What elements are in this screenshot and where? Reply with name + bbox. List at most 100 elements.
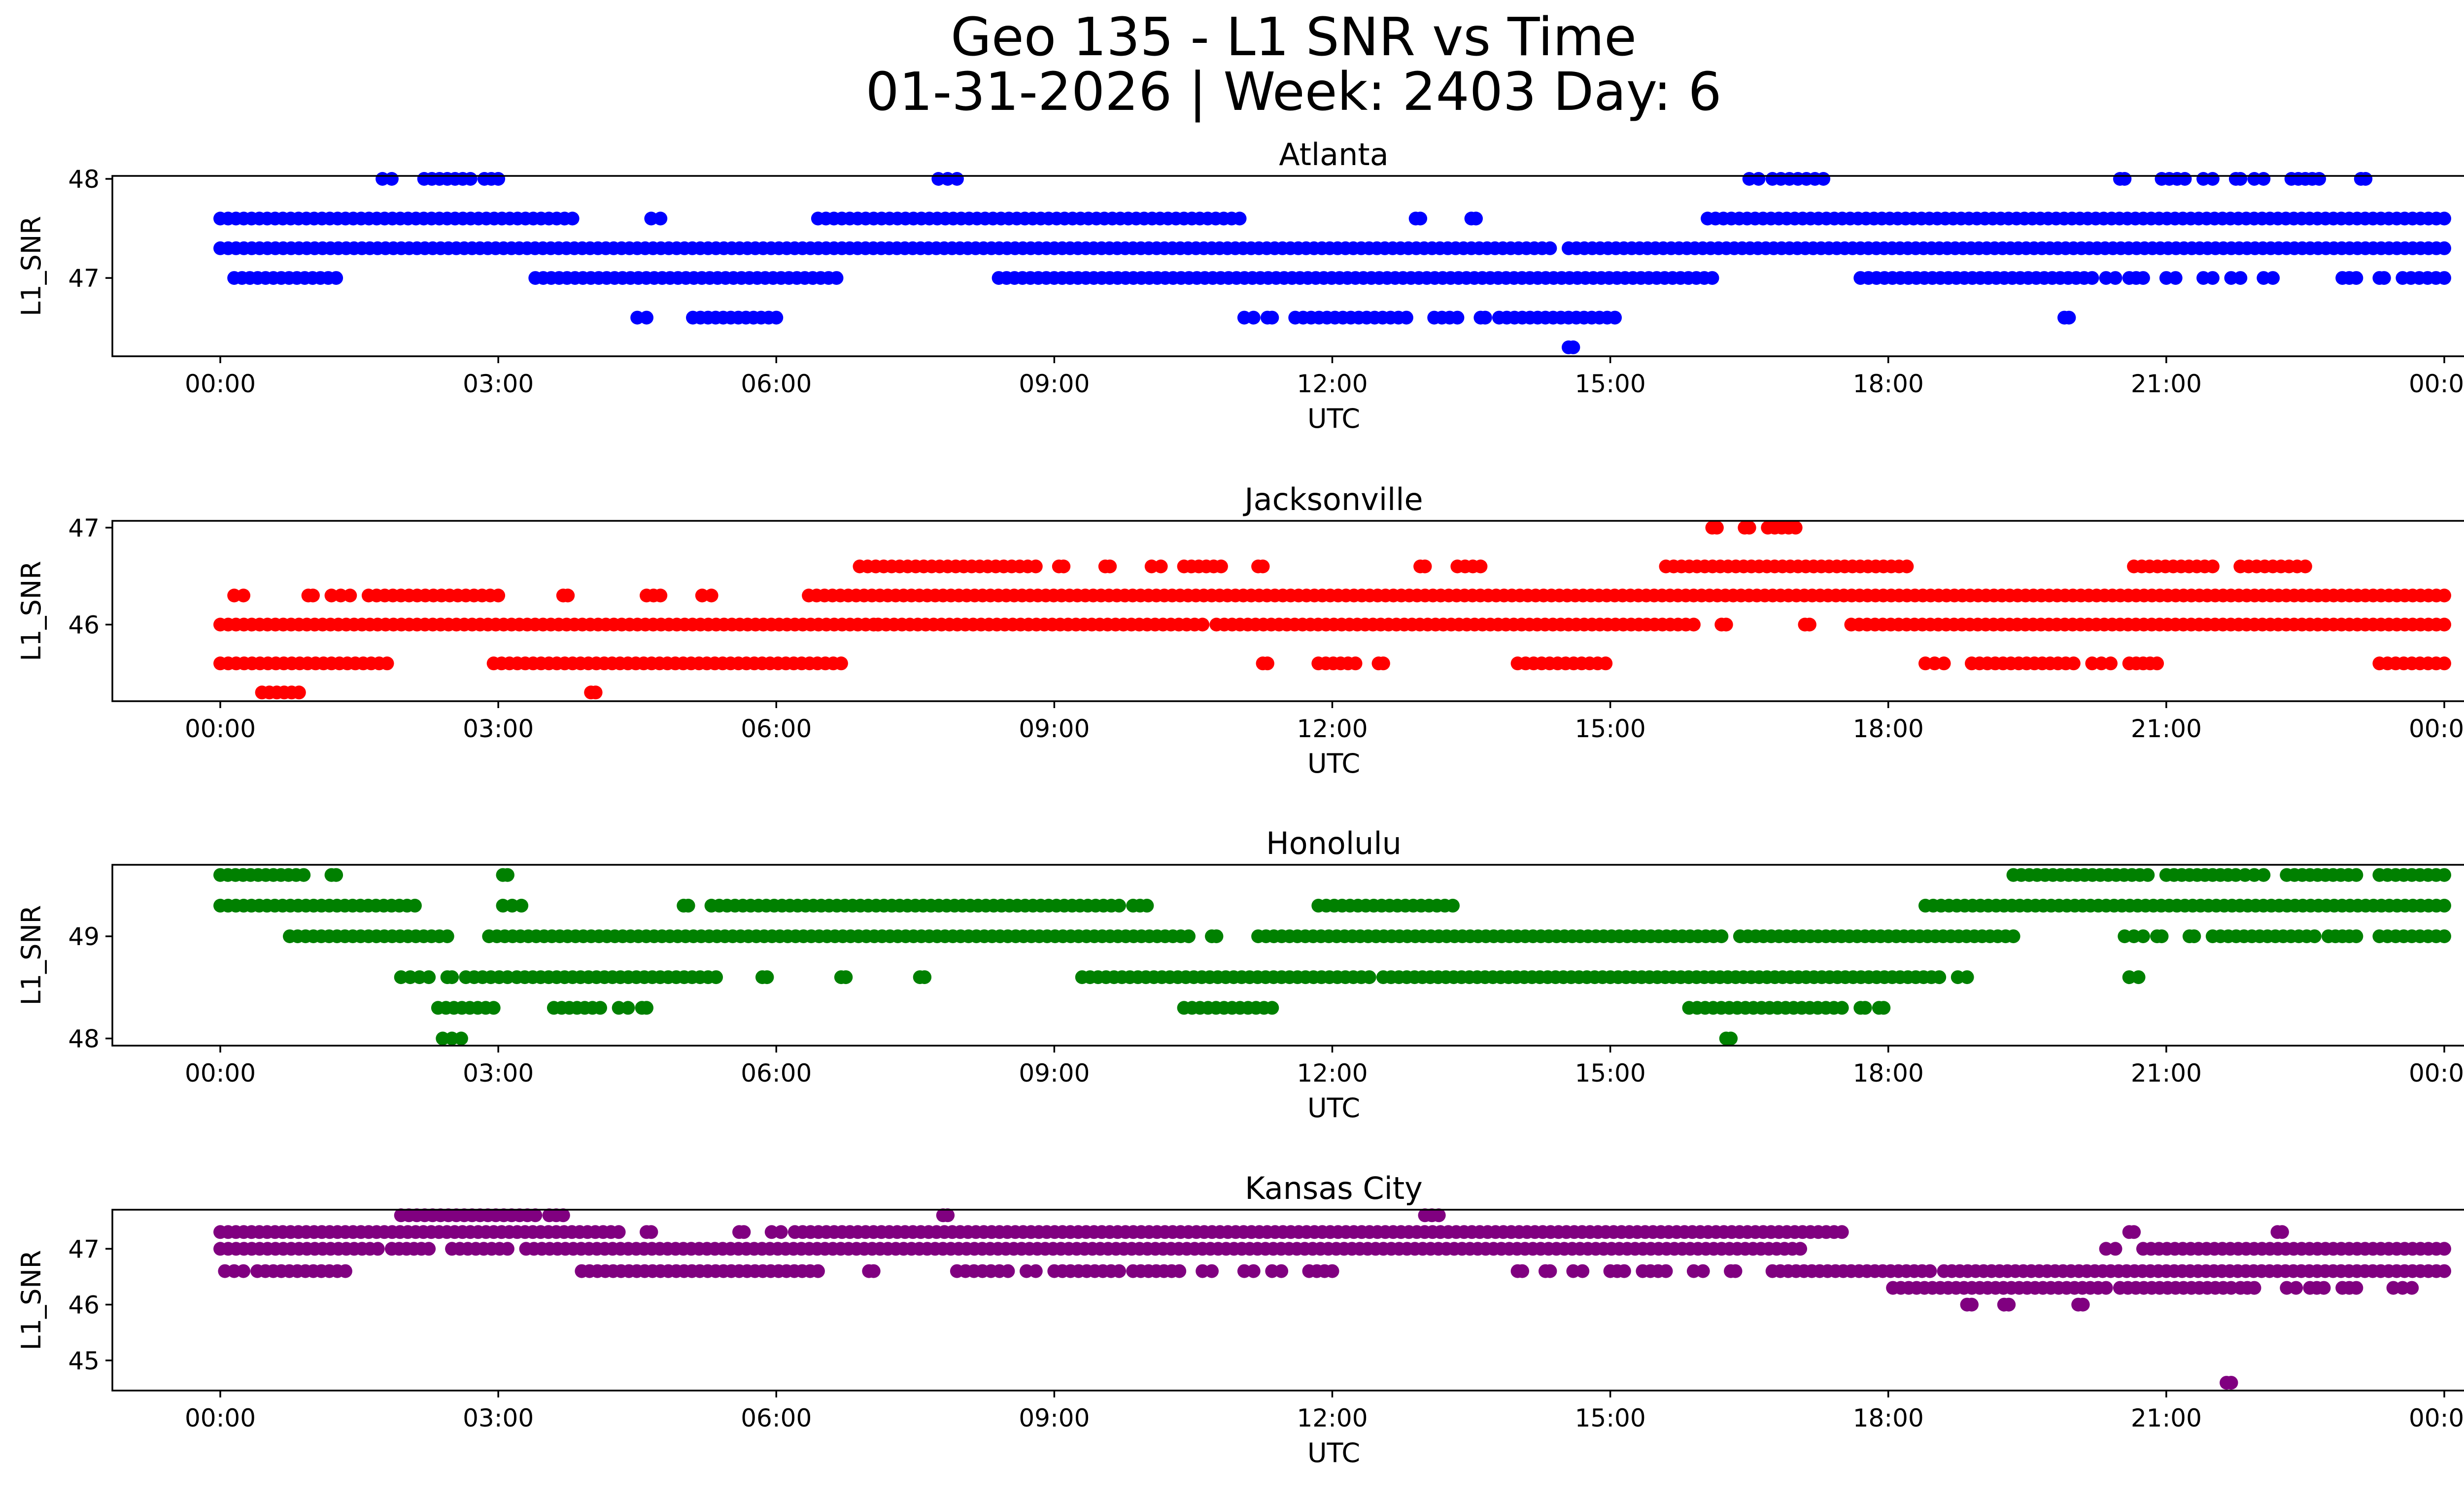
- data-point: [2104, 656, 2118, 671]
- x-tick-label: 06:00: [741, 1404, 812, 1432]
- data-point: [1274, 1264, 1289, 1278]
- data-point: [640, 1001, 653, 1015]
- data-point: [866, 1264, 881, 1278]
- panel-title: Honolulu: [1266, 825, 1402, 861]
- data-point: [1154, 559, 1168, 574]
- x-tick-label: 09:00: [1019, 1404, 1090, 1432]
- data-point: [2437, 271, 2451, 285]
- data-point: [329, 271, 343, 285]
- x-tick-label: 21:00: [2131, 370, 2202, 398]
- y-tick-label: 47: [68, 264, 100, 293]
- data-point: [1246, 1264, 1261, 1278]
- data-point: [2298, 559, 2312, 574]
- data-point: [1751, 172, 1766, 186]
- data-point: [612, 1225, 626, 1239]
- data-point: [2437, 1264, 2451, 1278]
- data-point: [1478, 310, 1492, 325]
- data-point: [561, 588, 575, 603]
- y-axis-label: L1_SNR: [16, 216, 47, 316]
- data-point: [1728, 1264, 1743, 1278]
- data-point: [2131, 970, 2146, 985]
- data-point: [918, 970, 932, 985]
- x-tick-label: 15:00: [1575, 1059, 1646, 1088]
- data-point: [2136, 929, 2150, 944]
- data-point: [2312, 172, 2327, 186]
- data-point: [1432, 1208, 1446, 1223]
- data-point: [440, 929, 454, 944]
- data-point: [2289, 1281, 2303, 1295]
- data-point: [1473, 559, 1488, 574]
- data-point: [1140, 898, 1154, 913]
- plot-frame: [111, 1209, 2464, 1392]
- data-point: [1900, 559, 1914, 574]
- y-axis-label: L1_SNR: [16, 905, 47, 1006]
- data-point: [1103, 559, 1117, 574]
- x-tick-label: 15:00: [1575, 1404, 1646, 1432]
- data-point: [1802, 617, 1816, 632]
- data-point: [2437, 617, 2451, 632]
- x-tick-label: 18:00: [1853, 1404, 1924, 1432]
- data-point: [1696, 1264, 1710, 1278]
- data-point: [1793, 1242, 1808, 1256]
- data-point: [297, 868, 311, 882]
- data-point: [593, 1001, 607, 1015]
- data-point: [1182, 929, 1196, 944]
- x-tick-label: 12:00: [1297, 370, 1368, 398]
- data-point: [1362, 970, 1376, 985]
- data-point: [2178, 172, 2192, 186]
- data-point: [306, 588, 320, 603]
- panel-kansas-city: Kansas City 00:00 03:00 06:00 09:00 12:00 15:0…: [16, 1170, 2464, 1468]
- data-point: [2108, 271, 2122, 285]
- panel-title: Kansas City: [1245, 1170, 1423, 1206]
- data-point: [709, 970, 723, 985]
- data-point: [2349, 271, 2363, 285]
- data-point: [1260, 656, 1274, 671]
- data-point: [2233, 172, 2248, 186]
- data-point: [1575, 1264, 1590, 1278]
- data-point: [2076, 1297, 2090, 1312]
- data-point: [1209, 929, 1224, 944]
- y-tick-label: 48: [68, 1024, 100, 1053]
- data-point: [237, 588, 250, 603]
- data-point: [486, 1001, 501, 1015]
- plot-frame: [111, 520, 2464, 702]
- data-point: [1877, 1001, 1891, 1015]
- data-point: [950, 172, 964, 186]
- data-point: [2205, 271, 2220, 285]
- data-point: [2377, 271, 2391, 285]
- data-point: [343, 588, 357, 603]
- data-point: [1617, 1264, 1631, 1278]
- x-tick-label: 03:00: [463, 1059, 534, 1088]
- data-point: [2266, 271, 2280, 285]
- data-point: [769, 310, 784, 325]
- plot-frame: [111, 864, 2464, 1047]
- data-point: [760, 970, 774, 985]
- x-tick-label: 00:00: [2409, 714, 2464, 743]
- data-point: [644, 1225, 658, 1239]
- data-point: [1932, 970, 1947, 985]
- x-tick-label: 09:00: [1019, 1059, 1090, 1088]
- y-axis-label: L1_SNR: [16, 1250, 47, 1351]
- data-point: [2205, 559, 2220, 574]
- data-point: [588, 685, 603, 700]
- data-point: [1714, 929, 1729, 944]
- data-point: [1710, 520, 1724, 535]
- data-point: [1112, 1264, 1126, 1278]
- data-point: [1450, 310, 1465, 325]
- data-point: [2002, 1297, 2016, 1312]
- x-tick-label: 18:00: [1853, 1059, 1924, 1088]
- data-point: [1028, 1264, 1043, 1278]
- data-point: [2437, 898, 2451, 913]
- data-point: [292, 685, 306, 700]
- data-point: [2349, 1281, 2363, 1295]
- data-point: [1543, 1264, 1557, 1278]
- data-point: [1205, 1264, 1219, 1278]
- data-point: [1348, 656, 1363, 671]
- data-point: [1418, 559, 1432, 574]
- data-point: [2437, 588, 2451, 603]
- data-point: [1256, 559, 1270, 574]
- plot-frame: [111, 175, 2464, 357]
- x-tick-label: 00:00: [185, 1059, 256, 1088]
- data-point: [1937, 656, 1951, 671]
